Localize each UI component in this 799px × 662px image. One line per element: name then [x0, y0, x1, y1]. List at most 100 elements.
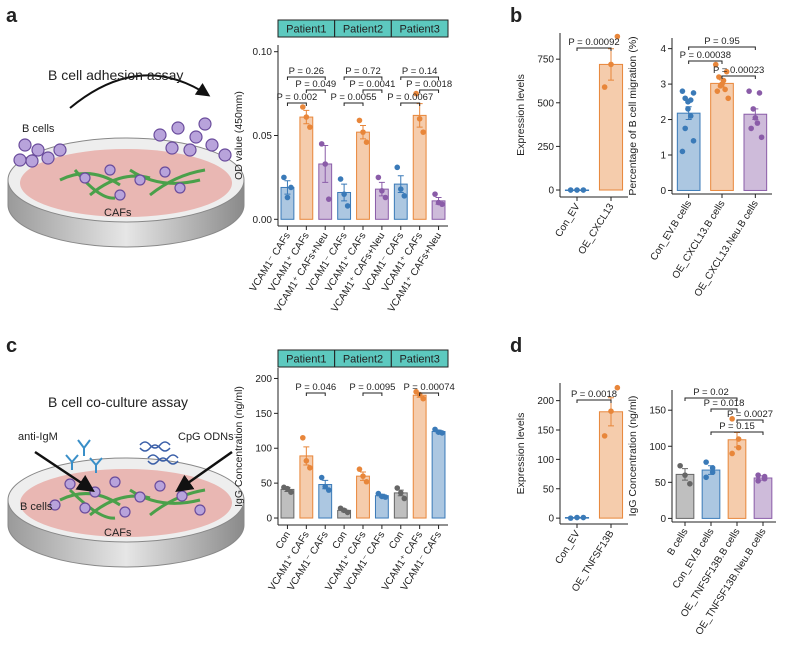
data-point: [345, 203, 351, 209]
y-tick-label: 3: [660, 80, 666, 91]
y-tick-label: 0: [548, 514, 554, 525]
y-tick-label: 100: [255, 444, 272, 455]
data-point: [687, 481, 693, 487]
p-value: P = 0.018: [704, 398, 745, 409]
data-point: [326, 196, 332, 202]
data-point: [338, 176, 344, 182]
data-point: [281, 175, 287, 181]
data-point: [722, 87, 728, 93]
bar: [744, 114, 767, 190]
y-axis-label: IgG Concentration (ng/ml): [627, 396, 639, 517]
bar: [357, 132, 370, 219]
y-tick-label: 0.00: [253, 215, 273, 226]
data-point: [688, 113, 694, 119]
data-point: [710, 469, 716, 475]
p-value: P = 0.0027: [727, 409, 773, 420]
data-point: [439, 201, 445, 207]
x-tick-label: Con_EV: [553, 528, 582, 566]
y-tick-label: 150: [255, 409, 272, 420]
data-point: [319, 141, 325, 147]
x-tick-label: OE_CXCL13.Neu.B cells: [693, 199, 761, 299]
data-point: [304, 458, 310, 464]
y-axis-label: Percentage of B cell migration (%): [627, 36, 639, 195]
data-point: [376, 175, 382, 181]
data-point: [379, 188, 385, 194]
data-point: [360, 473, 366, 479]
data-point: [574, 515, 580, 521]
y-tick-label: 150: [537, 426, 554, 437]
data-point: [762, 476, 768, 482]
p-value: P = 0.14: [402, 66, 437, 77]
x-tick-label: OE_CXCL13: [577, 201, 617, 256]
data-point: [682, 126, 688, 132]
y-tick-label: 0.10: [253, 47, 273, 58]
y-tick-label: 750: [537, 55, 554, 66]
data-point: [755, 120, 761, 126]
data-point: [432, 191, 438, 197]
y-axis-label: Expression levels: [515, 413, 527, 495]
data-point: [402, 193, 408, 199]
y-tick-label: 250: [537, 142, 554, 153]
significance-bracket: [722, 76, 755, 79]
y-tick-label: 0.05: [253, 131, 273, 142]
p-value: P = 0.00023: [713, 65, 764, 76]
data-point: [307, 465, 313, 471]
significance-bracket: [344, 103, 363, 106]
data-point: [300, 104, 306, 110]
data-point: [581, 187, 587, 193]
bar: [754, 478, 772, 518]
panel-label: d: [510, 335, 522, 357]
data-point: [402, 496, 408, 502]
data-point: [608, 62, 614, 68]
p-value: P = 0.0018: [406, 79, 452, 90]
bar: [432, 431, 445, 518]
data-point: [736, 445, 742, 451]
y-tick-label: 200: [255, 374, 272, 385]
data-point: [608, 408, 614, 414]
y-tick-label: 100: [537, 455, 554, 466]
data-point: [285, 195, 291, 201]
y-axis-label: IgG Concentration (ng/ml): [233, 386, 245, 507]
data-point: [345, 510, 351, 516]
p-value: P = 0.95: [704, 36, 739, 47]
p-value: P = 0.15: [719, 421, 754, 432]
illustration-label: B cells: [22, 123, 55, 135]
data-point: [326, 487, 332, 493]
y-axis-label: OD value (450mm): [233, 91, 245, 180]
data-point: [685, 106, 691, 112]
data-point: [568, 515, 574, 521]
data-point: [341, 191, 347, 197]
data-point: [691, 90, 697, 96]
data-point: [307, 124, 313, 130]
p-value: P = 0.0067: [387, 92, 433, 103]
data-point: [364, 479, 370, 485]
panel-label: b: [510, 5, 522, 27]
bar: [676, 474, 694, 518]
group-label: Patient2: [343, 24, 383, 36]
data-point: [581, 515, 587, 521]
data-point: [680, 149, 686, 155]
p-value: P = 0.049: [295, 79, 336, 90]
y-tick-label: 50: [655, 478, 667, 489]
data-point: [398, 186, 404, 192]
data-point: [602, 84, 608, 90]
x-tick-label: B cells: [666, 527, 691, 558]
data-point: [691, 138, 697, 144]
data-point: [746, 88, 752, 94]
illustration-label: CAFs: [104, 527, 132, 539]
data-point: [748, 126, 754, 132]
illustration-label: B cells: [20, 501, 53, 513]
y-tick-label: 50: [261, 479, 273, 490]
data-point: [300, 435, 306, 441]
data-point: [703, 459, 709, 465]
y-tick-label: 0: [266, 514, 272, 525]
y-tick-label: 0: [660, 514, 666, 525]
bar: [599, 64, 622, 190]
y-tick-label: 1: [660, 151, 666, 162]
data-point: [322, 161, 328, 167]
data-point: [398, 490, 404, 496]
data-point: [319, 475, 325, 481]
data-point: [715, 88, 721, 94]
x-tick-label: Con_EV: [553, 201, 582, 239]
